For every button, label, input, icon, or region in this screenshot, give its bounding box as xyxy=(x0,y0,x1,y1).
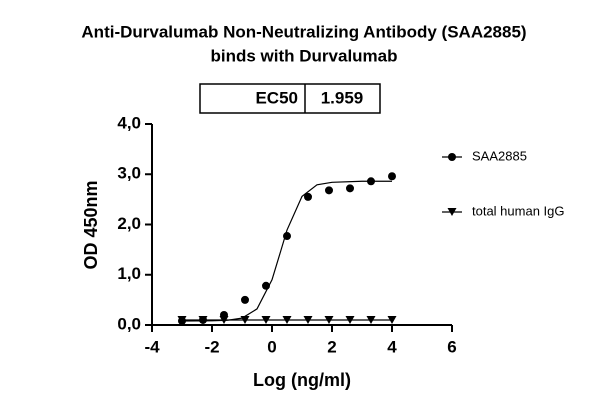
x-tick-label: -4 xyxy=(144,337,160,356)
data-point xyxy=(241,295,249,304)
data-point xyxy=(177,315,187,324)
data-point xyxy=(366,315,376,324)
data-point xyxy=(324,315,334,324)
data-point xyxy=(282,315,292,324)
data-point xyxy=(367,177,375,186)
legend-label: SAA2885 xyxy=(472,148,527,163)
data-point xyxy=(261,315,271,324)
legend-marker xyxy=(447,208,457,216)
data-point xyxy=(198,315,208,324)
y-tick-label: 2,0 xyxy=(117,214,141,233)
legend-marker xyxy=(448,153,456,161)
y-tick-label: 4,0 xyxy=(117,113,141,132)
chart-title: binds with Durvalumab xyxy=(210,46,397,65)
x-tick-label: 4 xyxy=(387,337,397,356)
data-point xyxy=(345,315,355,324)
x-axis-label: Log (ng/ml) xyxy=(253,370,351,390)
table-value: 1.959 xyxy=(321,88,364,107)
data-point xyxy=(325,186,333,195)
x-tick-label: 6 xyxy=(447,337,456,356)
legend-label: total human IgG xyxy=(472,203,565,218)
data-point xyxy=(387,315,397,324)
y-axis-label: OD 450nm xyxy=(81,180,101,269)
data-point xyxy=(283,232,291,241)
x-tick-label: -2 xyxy=(204,337,219,356)
y-tick-label: 3,0 xyxy=(117,164,141,183)
data-point xyxy=(346,184,354,193)
data-point xyxy=(262,281,270,290)
y-tick-label: 0,0 xyxy=(117,314,141,333)
table-header: EC50 xyxy=(255,88,298,107)
table-box xyxy=(199,83,381,114)
chart-title: Anti-Durvalumab Non-Neutralizing Antibod… xyxy=(81,22,526,41)
x-tick-label: 2 xyxy=(327,337,336,356)
data-point xyxy=(388,172,396,181)
data-point xyxy=(303,315,313,324)
x-tick-label: 0 xyxy=(267,337,276,356)
fit-curve xyxy=(181,180,392,322)
data-point xyxy=(219,315,229,324)
y-tick-label: 1,0 xyxy=(117,264,141,283)
data-point xyxy=(304,192,312,201)
data-point xyxy=(240,315,250,324)
